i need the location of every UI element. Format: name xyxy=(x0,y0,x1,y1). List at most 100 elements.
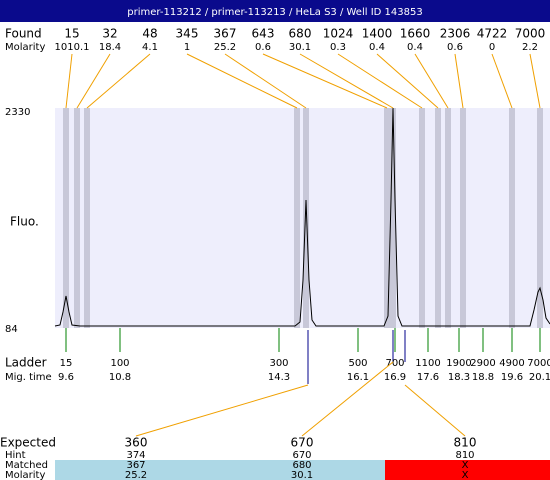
peak-connector xyxy=(529,53,541,109)
molarity-row-label: Molarity xyxy=(5,470,45,480)
header-bar xyxy=(0,0,550,22)
peak-molarity: 0.6 xyxy=(255,42,271,53)
ladder-time: 20.1 xyxy=(529,372,550,383)
molarity-value: X xyxy=(462,470,469,480)
peak-connector xyxy=(65,53,73,109)
peak-size: 367 xyxy=(214,27,237,41)
peak-molarity: 1 xyxy=(184,42,190,53)
peak-molarity: 0.6 xyxy=(447,42,463,53)
peak-connector xyxy=(299,53,394,109)
peak-connector xyxy=(186,53,298,109)
expected-label: Expected xyxy=(0,436,56,450)
ladder-label: Ladder xyxy=(5,356,47,370)
matched-value: 367 xyxy=(126,460,145,471)
expected-connector xyxy=(301,361,394,437)
ladder-size: 500 xyxy=(348,358,367,369)
peak-band xyxy=(294,108,300,328)
mig-time-label: Mig. time xyxy=(5,372,52,383)
peak-size: 32 xyxy=(102,27,117,41)
ladder-time: 10.8 xyxy=(109,372,131,383)
peak-band xyxy=(509,108,515,328)
hint-value: 374 xyxy=(126,450,145,461)
molarity-value: 25.2 xyxy=(125,470,147,480)
peak-band xyxy=(445,108,451,328)
peak-connector xyxy=(491,53,513,109)
ladder-size: 1100 xyxy=(415,358,440,369)
peak-size: 4722 xyxy=(477,27,508,41)
ladder-time: 16.9 xyxy=(384,372,406,383)
peak-band xyxy=(303,108,309,328)
ladder-size: 700 xyxy=(385,358,404,369)
hint-value: 810 xyxy=(455,450,474,461)
ladder-size: 100 xyxy=(110,358,129,369)
expected-size: 360 xyxy=(125,436,148,450)
plot-area xyxy=(55,108,550,328)
ladder-time: 16.1 xyxy=(347,372,369,383)
found-label: Found xyxy=(5,27,42,41)
ladder-time: 17.6 xyxy=(417,372,439,383)
peak-band xyxy=(419,108,425,328)
peak-molarity: 0.4 xyxy=(369,42,385,53)
ladder-time: 14.3 xyxy=(268,372,290,383)
molarity-label: Molarity xyxy=(5,42,45,53)
peak-molarity: 4.1 xyxy=(142,42,158,53)
peak-band xyxy=(84,108,90,328)
matched-value: X xyxy=(462,460,469,471)
peak-band xyxy=(537,108,543,328)
peak-molarity: 1010.1 xyxy=(55,42,90,53)
peak-size: 1660 xyxy=(400,27,431,41)
expected-size: 810 xyxy=(454,436,477,450)
peak-molarity: 30.1 xyxy=(289,42,311,53)
peak-connector xyxy=(337,53,423,109)
molarity-value: 30.1 xyxy=(291,470,313,480)
peak-size: 1400 xyxy=(362,27,393,41)
matched-cell xyxy=(385,460,550,480)
header-title: primer-113212 / primer-113213 / HeLa S3 … xyxy=(127,7,422,18)
peak-band xyxy=(63,108,69,328)
ladder-size: 300 xyxy=(269,358,288,369)
peak-molarity: 0.4 xyxy=(407,42,423,53)
trace xyxy=(54,107,550,327)
peak-connector xyxy=(224,53,307,109)
expected-connector xyxy=(404,384,466,437)
peak-molarity: 2.2 xyxy=(522,42,538,53)
fluo-min: 84 xyxy=(5,324,18,335)
matched-cell xyxy=(219,460,385,480)
fluo-label: Fluo. xyxy=(10,215,39,229)
peak-size: 48 xyxy=(142,27,157,41)
peak-connector xyxy=(414,53,449,109)
peak-connector xyxy=(454,53,464,109)
peak-molarity: 25.2 xyxy=(214,42,236,53)
matched-label: Matched xyxy=(5,460,48,471)
peak-molarity: 0 xyxy=(489,42,495,53)
ladder-size: 7000 xyxy=(527,358,550,369)
ladder-size: 2900 xyxy=(470,358,495,369)
ladder-size: 15 xyxy=(60,358,73,369)
expected-size: 670 xyxy=(291,436,314,450)
ladder-time: 9.6 xyxy=(58,372,74,383)
peak-band xyxy=(460,108,466,328)
peak-band xyxy=(390,108,396,328)
peak-molarity: 18.4 xyxy=(99,42,121,53)
ladder-time: 18.8 xyxy=(472,372,494,383)
ladder-size: 4900 xyxy=(499,358,524,369)
hint-value: 670 xyxy=(292,450,311,461)
ladder-size: 1900 xyxy=(446,358,471,369)
expected-connector xyxy=(135,384,309,437)
peak-connector xyxy=(76,53,111,109)
peak-size: 2306 xyxy=(440,27,471,41)
ladder-time: 18.3 xyxy=(448,372,470,383)
peak-size: 643 xyxy=(252,27,275,41)
peak-size: 345 xyxy=(176,27,199,41)
peak-connector xyxy=(86,53,151,109)
peak-size: 7000 xyxy=(515,27,546,41)
peak-size: 1024 xyxy=(323,27,354,41)
hint-label: Hint xyxy=(5,450,26,461)
peak-band xyxy=(435,108,441,328)
peak-connector xyxy=(376,53,439,109)
peak-size: 680 xyxy=(289,27,312,41)
peak-band xyxy=(74,108,80,328)
peak-connector xyxy=(262,53,388,109)
peak-band xyxy=(384,108,390,328)
